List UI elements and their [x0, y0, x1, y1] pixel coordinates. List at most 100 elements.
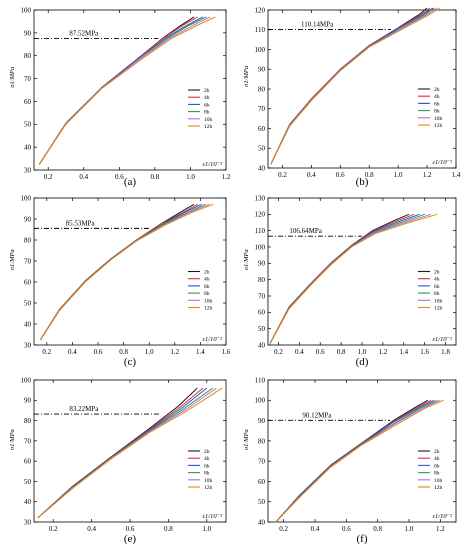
- x-tick-label: 0.2: [44, 173, 53, 181]
- legend-label-12h: 12h: [204, 306, 213, 312]
- y-tick-label: 60: [258, 125, 266, 133]
- y-tick-label: 70: [258, 458, 266, 466]
- plot-frame: [267, 379, 457, 523]
- y-tick-label: 40: [24, 144, 32, 152]
- y-tick-label: 60: [258, 478, 266, 486]
- y-tick-label: 60: [24, 98, 32, 106]
- legend-label-8h: 8h: [434, 109, 440, 115]
- x-axis-label: ε1/10⁻²: [203, 336, 224, 343]
- x-tick-label: 0.8: [151, 173, 160, 181]
- legend-label-4h: 4h: [204, 456, 210, 462]
- x-tick-label: 1.2: [379, 348, 388, 356]
- y-tick-label: 30: [24, 166, 32, 174]
- x-axis-label: ε1/10⁻²: [433, 159, 454, 166]
- y-tick-label: 90: [258, 260, 266, 268]
- legend-label-4h: 4h: [434, 94, 440, 100]
- y-tick-label: 70: [24, 75, 32, 83]
- series-line-12h: [39, 203, 214, 341]
- legend-label-8h: 8h: [434, 471, 440, 477]
- legend-label-2h: 2h: [434, 87, 440, 93]
- x-axis-label: ε1/10⁻²: [433, 336, 454, 343]
- series-line-6h: [37, 387, 208, 519]
- y-tick-label: 40: [24, 498, 32, 506]
- panel-caption: (c): [124, 356, 137, 368]
- x-tick-label: 0.8: [337, 348, 346, 356]
- series-line-4h: [270, 7, 431, 165]
- chart-panel-e: 30 40 50 60 70 80 90 100 0.2 0.4 0.6 0.8 1.0 σ1/MPa ε1…: [9, 376, 227, 545]
- series-line-10h: [275, 399, 441, 523]
- chart-panel-f: 40 50 60 70 80 90 100 110 0.2 0.4 0.6 0.8 1.0 1.2 σ1/M…: [243, 376, 457, 545]
- chart-panel-c: 30 40 50 60 70 80 90 100 0.2 0.4 0.6 0.8 1.0 1.2 1.4 1.…: [9, 194, 231, 368]
- y-axis-label: σ1/MPa: [243, 66, 250, 87]
- panel-caption: (b): [356, 176, 369, 188]
- legend-label-12h: 12h: [434, 306, 443, 312]
- y-tick-label: 100: [21, 376, 32, 384]
- series-line-10h: [37, 387, 217, 519]
- y-tick-label: 70: [24, 437, 32, 445]
- series-line-12h: [269, 213, 438, 344]
- legend-label-4h: 4h: [434, 277, 440, 283]
- y-tick-label: 110: [255, 26, 266, 34]
- y-tick-label: 120: [255, 6, 266, 14]
- series-line-4h: [38, 16, 198, 165]
- legend-label-2h: 2h: [204, 449, 210, 455]
- y-tick-label: 90: [258, 417, 266, 425]
- y-tick-label: 80: [24, 236, 32, 244]
- legend-label-4h: 4h: [434, 456, 440, 462]
- legend-label-2h: 2h: [204, 88, 210, 94]
- y-tick-label: 70: [258, 292, 266, 300]
- y-axis-label: σ1/MPa: [243, 249, 250, 270]
- legend-label-8h: 8h: [204, 110, 210, 116]
- x-tick-label: 0.2: [42, 348, 51, 356]
- legend-label-12h: 12h: [434, 485, 443, 491]
- threshold-label: 90.12MPa: [302, 411, 332, 419]
- x-tick-label: 1.8: [441, 348, 450, 356]
- series-line-12h: [38, 16, 216, 165]
- series-line-4h: [39, 203, 199, 341]
- legend-label-2h: 2h: [204, 270, 210, 276]
- y-tick-label: 90: [258, 66, 266, 74]
- x-tick-label: 1.0: [186, 173, 195, 181]
- series-line-10h: [38, 16, 211, 165]
- x-tick-label: 0.2: [279, 525, 288, 533]
- y-tick-label: 50: [258, 325, 266, 333]
- legend-label-6h: 6h: [434, 463, 440, 469]
- panel-caption: (f): [357, 533, 368, 545]
- series-line-6h: [270, 7, 434, 165]
- x-tick-label: 1.2: [423, 171, 432, 179]
- x-tick-label: 0.4: [311, 525, 320, 533]
- y-tick-label: 50: [258, 145, 266, 153]
- x-tick-label: 0.4: [79, 173, 88, 181]
- y-tick-label: 80: [258, 437, 266, 445]
- y-tick-label: 50: [24, 121, 32, 129]
- legend-label-2h: 2h: [434, 270, 440, 276]
- y-tick-label: 90: [24, 215, 32, 223]
- x-tick-label: 0.6: [336, 171, 345, 179]
- y-tick-label: 110: [255, 376, 266, 384]
- x-tick-label: 0.2: [274, 348, 283, 356]
- series-line-8h: [37, 387, 213, 519]
- legend-label-10h: 10h: [434, 116, 443, 122]
- threshold-label: 85.53MPa: [66, 219, 96, 227]
- x-tick-label: 0.4: [87, 525, 96, 533]
- legend-label-8h: 8h: [434, 291, 440, 297]
- y-tick-label: 50: [24, 299, 32, 307]
- legend-label-6h: 6h: [434, 284, 440, 290]
- series-line-8h: [275, 399, 438, 523]
- y-tick-label: 120: [255, 211, 266, 219]
- panel-caption: (e): [124, 533, 137, 545]
- x-tick-label: 0.8: [164, 525, 173, 533]
- series-line-8h: [38, 16, 207, 165]
- x-tick-label: 1.2: [222, 173, 231, 181]
- x-tick-label: 0.2: [278, 171, 287, 179]
- y-tick-label: 60: [24, 278, 32, 286]
- y-tick-label: 40: [258, 518, 266, 526]
- legend-label-6h: 6h: [204, 102, 210, 108]
- x-tick-label: 1.2: [170, 348, 179, 356]
- legend-label-8h: 8h: [204, 291, 210, 297]
- x-tick-label: 0.8: [373, 525, 382, 533]
- y-tick-label: 50: [258, 498, 266, 506]
- y-axis-label: σ1/MPa: [9, 429, 16, 450]
- series-line-2h: [270, 7, 428, 165]
